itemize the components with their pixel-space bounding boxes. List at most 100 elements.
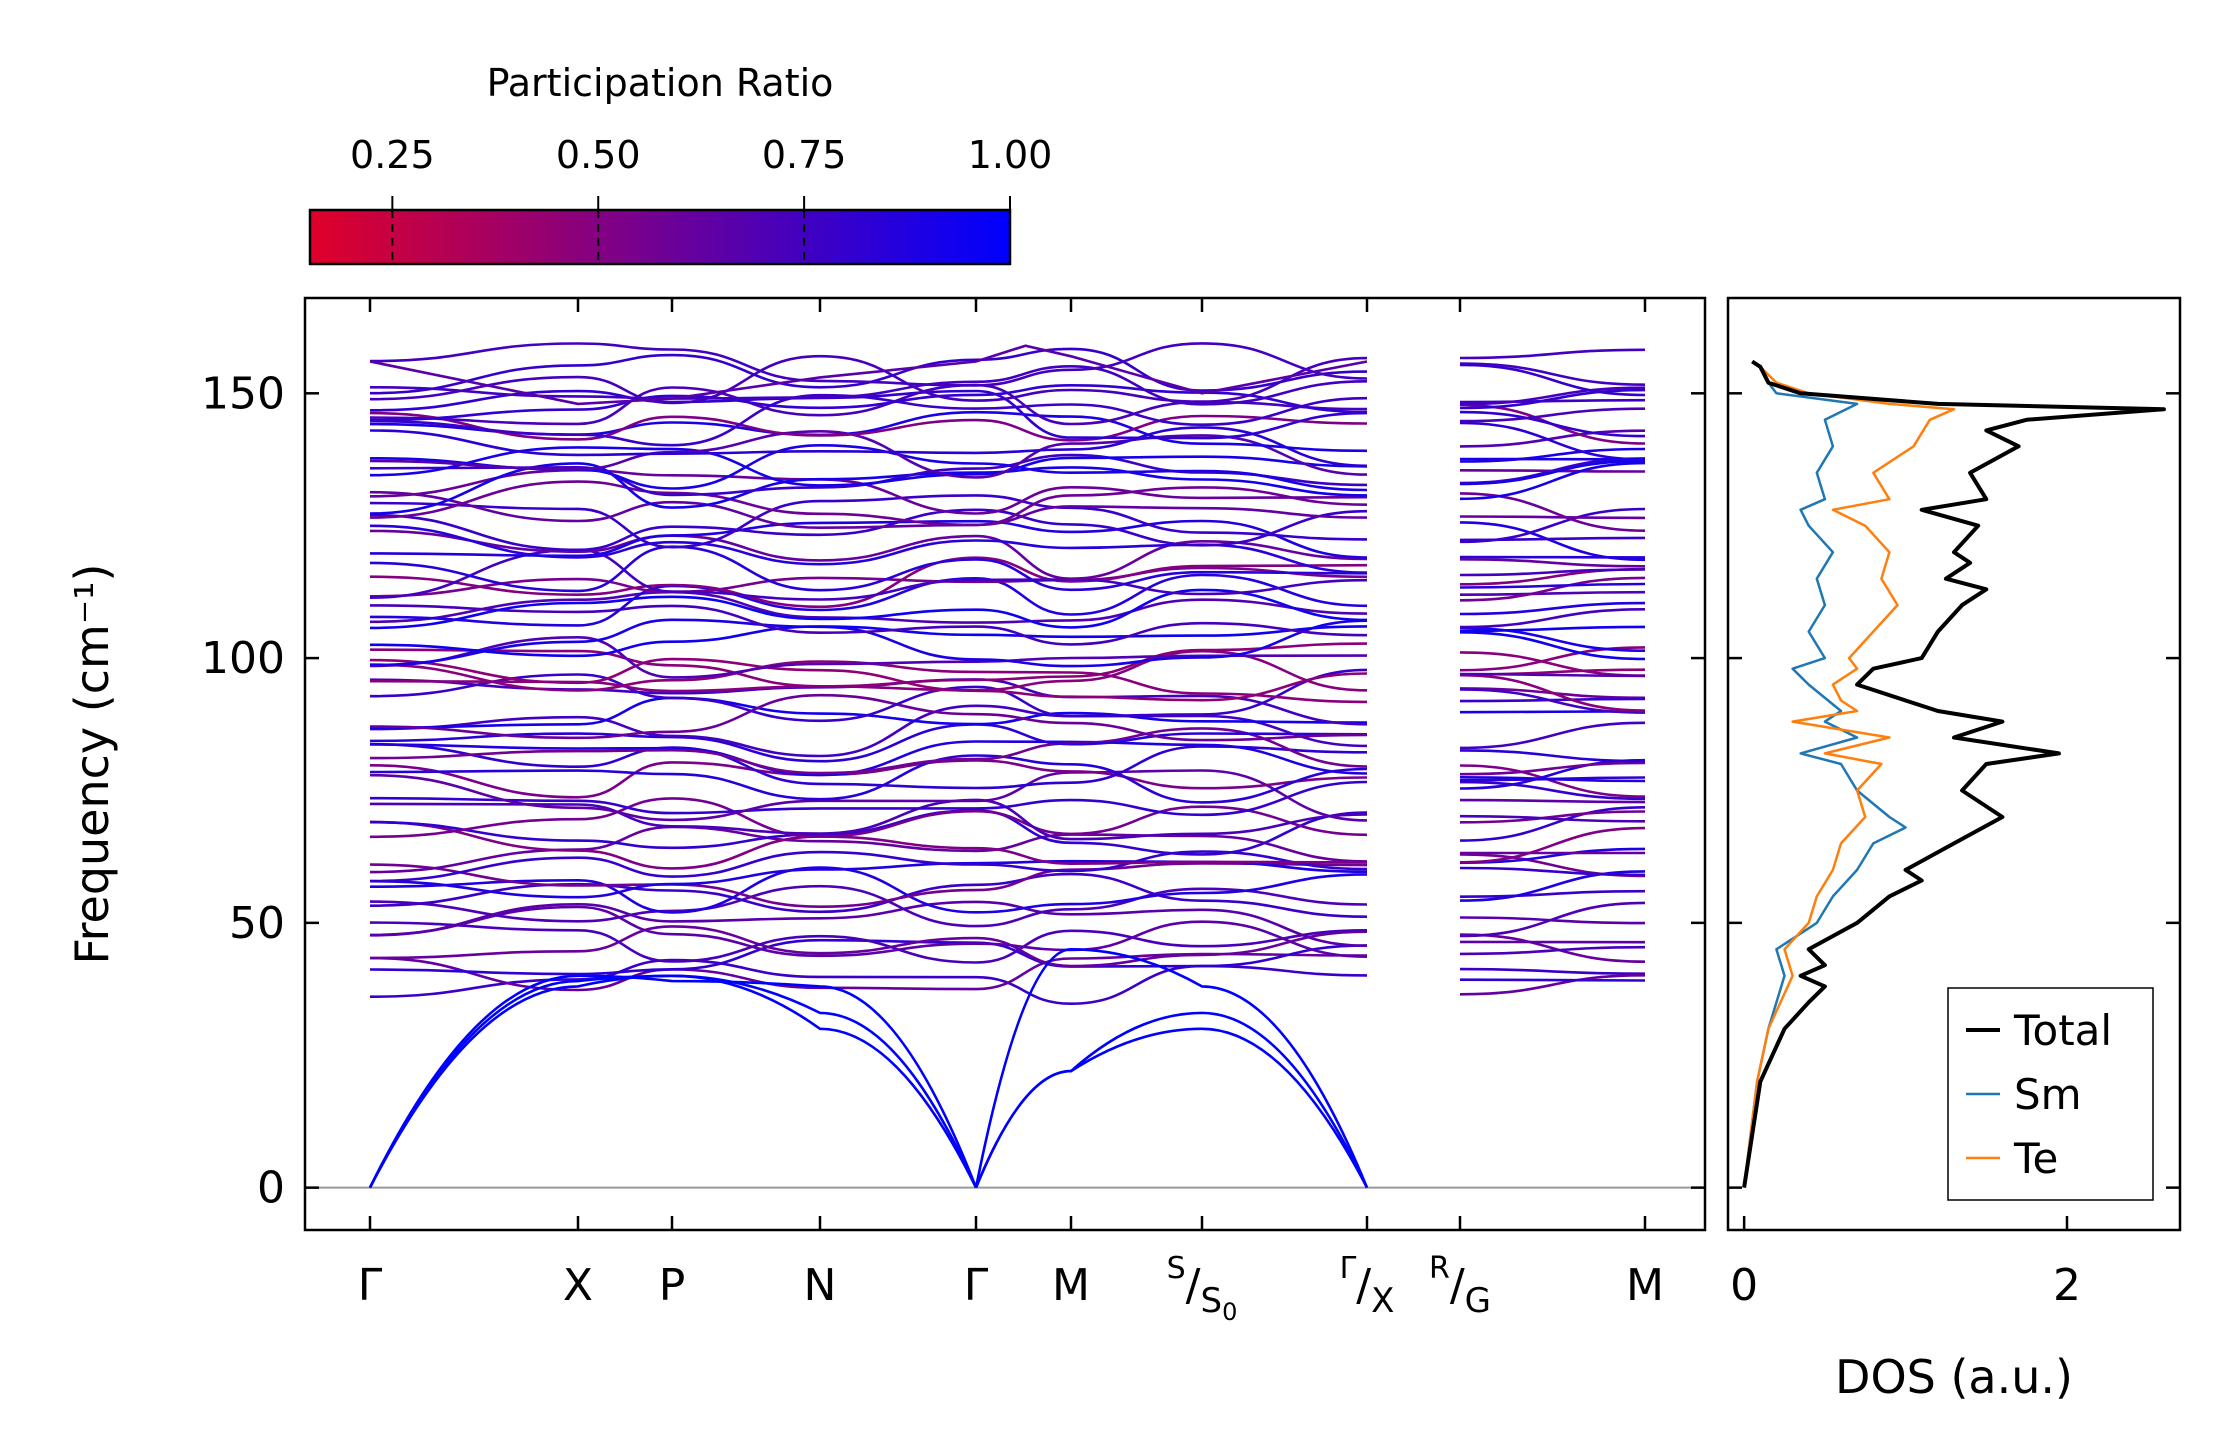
optical-branch: [1459, 764, 1646, 798]
dos-x-axis-title: DOS (a.u.): [1835, 1350, 2073, 1404]
optical-branch: [369, 625, 1368, 658]
optical-branch: [1459, 601, 1646, 616]
optical-branch: [1459, 521, 1646, 562]
optical-branch: [1459, 459, 1646, 486]
optical-branch: [1459, 721, 1646, 750]
optical-branch: [369, 693, 1368, 742]
dos-series-total: [1742, 359, 2166, 1188]
optical-branch: [1459, 388, 1646, 410]
optical-branch: [369, 668, 1368, 723]
optical-branch: [1459, 798, 1646, 804]
optical-branch: [369, 590, 1368, 624]
optical-branch: [1459, 568, 1646, 577]
optical-branch: [369, 588, 1368, 630]
optical-branch: [369, 494, 1368, 549]
optical-branch: [1459, 761, 1646, 776]
colorbar-tick-label: 1.00: [968, 133, 1053, 177]
optical-branch: [1459, 776, 1646, 783]
optical-branch: [1459, 870, 1646, 902]
optical-branch: [369, 754, 1368, 804]
optical-branch: [369, 704, 1368, 758]
legend-label: Te: [2013, 1134, 2058, 1183]
optical-branch: [1459, 810, 1646, 824]
band-k-path-axis: Γ X P N Γ M S/S0 Γ/X R/G M: [358, 298, 1664, 1326]
optical-branch: [369, 797, 1368, 839]
optical-branch: [1459, 536, 1646, 542]
optical-branch: [369, 508, 1368, 552]
k-point-label: R/G: [1429, 1251, 1491, 1321]
optical-branch: [1459, 407, 1646, 423]
optical-branch: [369, 410, 1368, 453]
optical-branch: [1459, 889, 1646, 898]
y-tick-label: 50: [229, 898, 285, 949]
optical-branch: [1459, 625, 1646, 633]
optical-branch: [1459, 626, 1646, 652]
optical-branch: [369, 411, 1368, 442]
optical-branch: [369, 490, 1368, 530]
optical-branch: [369, 900, 1368, 947]
acoustic-branch: [974, 947, 1369, 1189]
colorbar-tick-label: 0.50: [556, 133, 641, 177]
optical-branch: [369, 850, 1368, 883]
k-point-label: P: [659, 1260, 686, 1311]
optical-branch: [369, 342, 1368, 387]
optical-branch: [369, 635, 1368, 679]
optical-branch: [369, 905, 1368, 958]
optical-branch: [1459, 806, 1646, 842]
optical-branch: [369, 642, 1368, 688]
legend-label: Total: [2013, 1006, 2112, 1055]
optical-branch: [1459, 673, 1646, 712]
colorbar: Participation Ratio 0.25 0.50 0.75 1.00: [308, 61, 1053, 266]
optical-branch: [1459, 348, 1646, 360]
k-point-label: Γ/X: [1340, 1251, 1395, 1321]
optical-branch: [369, 446, 1368, 487]
optical-branch: [369, 480, 1368, 527]
optical-branch: [1459, 429, 1646, 448]
optical-branch: [1459, 608, 1646, 629]
optical-branch: [1459, 974, 1646, 996]
optical-branch: [369, 952, 1368, 992]
optical-branch: [1459, 576, 1646, 602]
y-tick-label: 0: [257, 1163, 285, 1214]
optical-branch: [1459, 780, 1646, 801]
optical-branch: [1459, 847, 1646, 865]
k-point-label: N: [804, 1260, 837, 1311]
dos-legend: Total Sm Te: [1947, 987, 2154, 1201]
optical-branch: [1459, 826, 1646, 864]
k-point-label: M: [1626, 1260, 1664, 1311]
optical-branch: [1459, 967, 1646, 975]
optical-branch: [369, 862, 1368, 909]
optical-branch: [369, 604, 1368, 646]
optical-branch: [1459, 749, 1646, 763]
optical-branch: [369, 618, 1368, 668]
optical-branch: [369, 556, 1368, 609]
optical-branch: [369, 866, 1368, 914]
band-frame: [303, 296, 1707, 1232]
optical-branch: [369, 740, 1368, 777]
optical-branch: [369, 938, 1368, 976]
dos-lines: [1742, 359, 2166, 1188]
highest-optical-branch: [369, 344, 1368, 406]
optical-branch: [1459, 978, 1646, 982]
colorbar-title: Participation Ratio: [487, 61, 834, 105]
optical-branch: [1459, 945, 1646, 956]
optical-branch: [1459, 410, 1646, 438]
colorbar-tick-label: 0.75: [762, 133, 847, 177]
optical-branch: [369, 573, 1368, 627]
dos-x-tick-label: 0: [1730, 1260, 1758, 1311]
optical-branch: [1459, 866, 1646, 877]
acoustic-branch: [974, 1011, 1369, 1189]
optical-branch: [1459, 363, 1646, 397]
band-structure-panel: 0 50 100 150 Γ X P N Γ M S/S0 Γ/X R/G M Frequency (c…: [65, 296, 1707, 1326]
optical-branch: [369, 393, 1368, 447]
optical-branch: [1459, 398, 1646, 404]
k-point-label: Γ: [358, 1260, 383, 1311]
k-point-label: X: [563, 1260, 593, 1311]
optical-branch: [369, 798, 1368, 841]
optical-branch: [1459, 582, 1646, 589]
optical-branch: [369, 519, 1368, 559]
dos-series-te: [1742, 360, 1956, 1188]
optical-branch: [1459, 901, 1646, 938]
